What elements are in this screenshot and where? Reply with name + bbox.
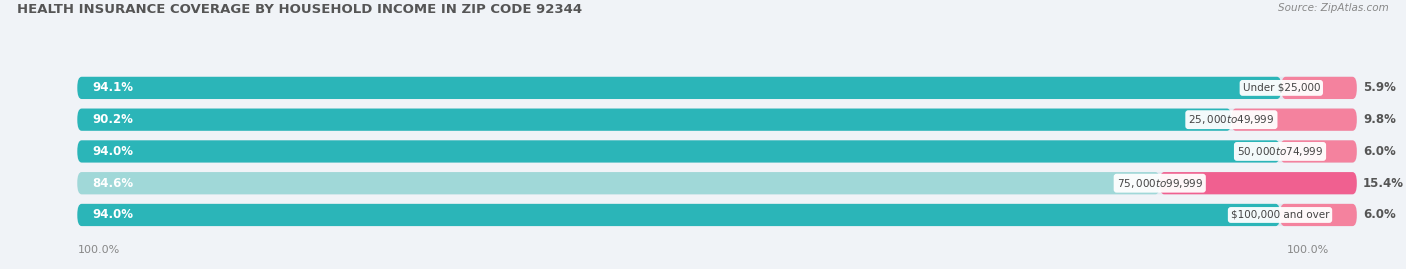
- FancyBboxPatch shape: [77, 140, 1357, 162]
- FancyBboxPatch shape: [1232, 109, 1357, 131]
- FancyBboxPatch shape: [77, 204, 1357, 226]
- FancyBboxPatch shape: [77, 140, 1279, 162]
- FancyBboxPatch shape: [77, 172, 1160, 194]
- Text: 15.4%: 15.4%: [1364, 177, 1405, 190]
- Text: 100.0%: 100.0%: [77, 245, 120, 255]
- FancyBboxPatch shape: [1281, 77, 1357, 99]
- Text: $50,000 to $74,999: $50,000 to $74,999: [1237, 145, 1323, 158]
- Text: 100.0%: 100.0%: [1286, 245, 1329, 255]
- Text: 94.0%: 94.0%: [93, 208, 134, 221]
- Text: $100,000 and over: $100,000 and over: [1230, 210, 1329, 220]
- FancyBboxPatch shape: [77, 204, 1279, 226]
- FancyBboxPatch shape: [1279, 140, 1357, 162]
- Text: 9.8%: 9.8%: [1364, 113, 1396, 126]
- FancyBboxPatch shape: [77, 109, 1232, 131]
- FancyBboxPatch shape: [77, 172, 1357, 194]
- Text: Under $25,000: Under $25,000: [1243, 83, 1320, 93]
- Text: 6.0%: 6.0%: [1364, 208, 1396, 221]
- FancyBboxPatch shape: [1160, 172, 1357, 194]
- Text: 5.9%: 5.9%: [1364, 82, 1396, 94]
- Text: $75,000 to $99,999: $75,000 to $99,999: [1116, 177, 1204, 190]
- FancyBboxPatch shape: [1279, 204, 1357, 226]
- Text: 84.6%: 84.6%: [93, 177, 134, 190]
- Text: HEALTH INSURANCE COVERAGE BY HOUSEHOLD INCOME IN ZIP CODE 92344: HEALTH INSURANCE COVERAGE BY HOUSEHOLD I…: [17, 3, 582, 16]
- Text: Source: ZipAtlas.com: Source: ZipAtlas.com: [1278, 3, 1389, 13]
- FancyBboxPatch shape: [77, 109, 1357, 131]
- Text: 90.2%: 90.2%: [93, 113, 134, 126]
- Text: 94.0%: 94.0%: [93, 145, 134, 158]
- Text: 6.0%: 6.0%: [1364, 145, 1396, 158]
- FancyBboxPatch shape: [77, 77, 1281, 99]
- FancyBboxPatch shape: [77, 77, 1357, 99]
- Text: $25,000 to $49,999: $25,000 to $49,999: [1188, 113, 1275, 126]
- Text: 94.1%: 94.1%: [93, 82, 134, 94]
